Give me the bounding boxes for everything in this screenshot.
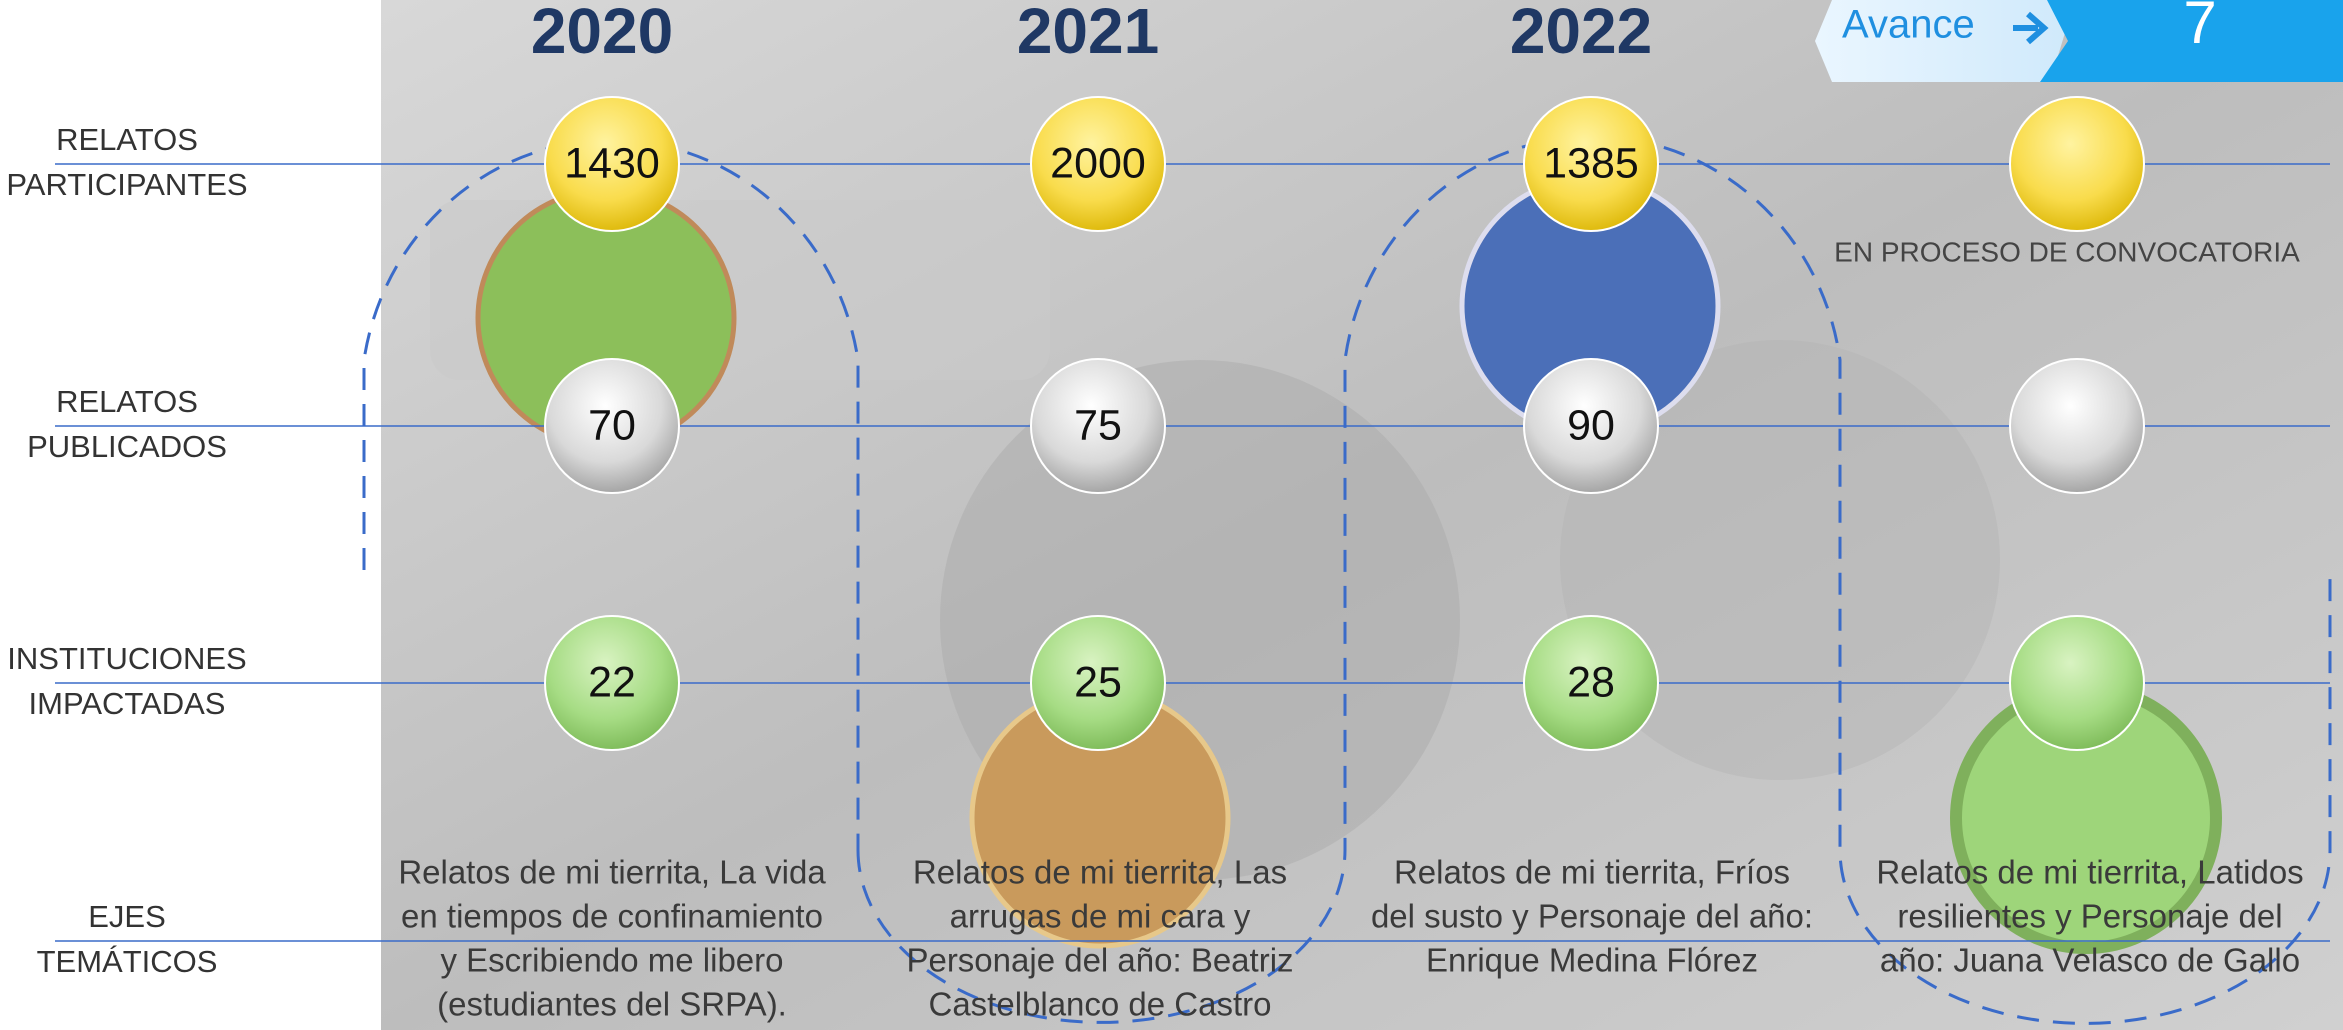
value: 1430 [564, 139, 660, 187]
theme-text: y Escribiendo me libero [441, 942, 784, 979]
theme-text: resilientes y Personaje del [1897, 898, 2282, 935]
value-circle [2010, 616, 2144, 750]
row-label: INSTITUCIONES [7, 641, 246, 676]
theme-text: Personaje del año: Beatriz [906, 942, 1293, 979]
theme-text: en tiempos de confinamiento [401, 898, 823, 935]
year: 2020 [531, 0, 673, 67]
slide: Avance 7 RELATOS PARTICIPANTES RELATOS PUBL… [0, 0, 2343, 1030]
theme-text: arrugas de mi cara y [950, 898, 1251, 935]
row-label: IMPACTADAS [29, 686, 226, 721]
theme-text: Relatos de mi tierrita, Las [913, 854, 1287, 891]
value-circle [2010, 97, 2144, 231]
value: 22 [588, 658, 636, 706]
theme-text: Relatos de mi tierrita, La vida [398, 854, 826, 891]
value-circle [2010, 359, 2144, 493]
theme-text: (estudiantes del SRPA). [437, 986, 787, 1023]
row-label: EJES [88, 899, 166, 934]
theme-text: Relatos de mi tierrita, Latidos [1876, 854, 2303, 891]
year: 2022 [1510, 0, 1652, 67]
row-label: RELATOS [56, 384, 198, 419]
value: 75 [1074, 401, 1122, 449]
theme-text: Enrique Medina Flórez [1426, 942, 1758, 979]
row-label: RELATOS [56, 122, 198, 157]
value: 25 [1074, 658, 1122, 706]
theme-text: Relatos de mi tierrita, Fríos [1394, 854, 1790, 891]
status-note: EN PROCESO DE CONVOCATORIA [1834, 236, 2300, 267]
row-label: PARTICIPANTES [6, 167, 247, 202]
value: 2000 [1050, 139, 1146, 187]
badge-number: 7 [2183, 0, 2216, 56]
badge-label: Avance [1842, 3, 1975, 47]
year: 2021 [1017, 0, 1159, 67]
value: 1385 [1543, 139, 1639, 187]
value: 90 [1567, 401, 1615, 449]
row-label: PUBLICADOS [27, 429, 227, 464]
theme-text: Castelblanco de Castro [928, 986, 1271, 1023]
row-label: TEMÁTICOS [37, 944, 218, 979]
theme-text: del susto y Personaje del año: [1371, 898, 1813, 935]
value: 28 [1567, 658, 1615, 706]
theme-text: año: Juana Velasco de Gallo [1880, 942, 2300, 979]
value: 70 [588, 401, 636, 449]
